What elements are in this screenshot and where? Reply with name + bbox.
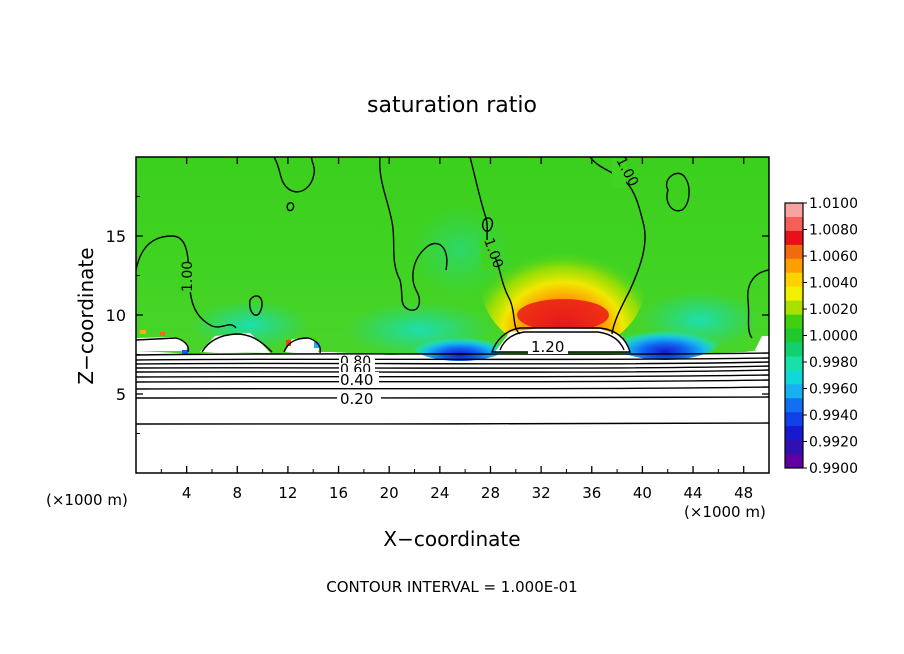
contour-label: 1.20 xyxy=(531,338,564,356)
contour-0-40 xyxy=(136,379,769,383)
x-tick-label: 8 xyxy=(233,484,243,502)
y-axis-ticks: 5 10 15 xyxy=(106,196,769,434)
colorbar-label: 1.0080 xyxy=(809,223,858,239)
contour-1-20-cloud-inner xyxy=(499,331,625,351)
contour-0-60 xyxy=(136,369,769,373)
colorbar-label: 0.9900 xyxy=(809,461,858,477)
colorbar-label: 1.0040 xyxy=(809,276,858,292)
colorbar-swatch xyxy=(785,370,803,385)
contour-base-2 xyxy=(136,357,769,361)
contour-1-00-scrap-2 xyxy=(286,201,295,212)
chart-title: saturation ratio xyxy=(367,93,537,118)
cloud-cap-edge xyxy=(755,336,769,352)
warm-spot-3 xyxy=(286,340,291,346)
contour-interval-note: CONTOUR INTERVAL = 1.000E-01 xyxy=(326,578,577,596)
x-tick-label: 16 xyxy=(329,484,348,502)
x-tick-label: 48 xyxy=(734,484,753,502)
x-tick-label: 20 xyxy=(380,484,399,502)
colorbar-swatch xyxy=(785,272,803,288)
x-tick-label: 36 xyxy=(582,484,601,502)
colorbar-swatch xyxy=(785,314,803,330)
y-tick-label: 5 xyxy=(116,385,126,404)
x-tick-label: 12 xyxy=(278,484,297,502)
contour-lines xyxy=(136,157,769,425)
contour-1-00-far-right xyxy=(747,269,769,339)
cloud-cap-left-1 xyxy=(136,337,188,351)
contour-1-20-cloud xyxy=(491,327,631,353)
x-tick-label: 28 xyxy=(481,484,500,502)
contour-0-80 xyxy=(136,361,769,365)
cold-spot-1 xyxy=(182,350,188,354)
colorbar-swatch xyxy=(785,398,803,413)
x-tick-label: 4 xyxy=(182,484,192,502)
contour-0-10 xyxy=(136,422,769,425)
colorbar-label: 0.9940 xyxy=(809,408,858,424)
blue-patch-left xyxy=(412,329,508,361)
x-axis-label: X−coordinate xyxy=(383,527,520,551)
warm-spot-1 xyxy=(140,330,146,334)
colorbar-swatch xyxy=(785,300,803,316)
contour-label: 1.00 xyxy=(180,261,196,292)
heatmap-field xyxy=(136,157,769,473)
colorbar-label: 0.9980 xyxy=(809,355,858,371)
colorbar: 1.0100 1.0080 1.0060 1.0040 1.0020 1.0000 0.99… xyxy=(784,196,858,477)
contour-1-00-top-left xyxy=(273,157,316,193)
contour-1-00-top-right xyxy=(665,172,690,212)
x-tick-label: 24 xyxy=(430,484,449,502)
contour-1-00-upper xyxy=(379,157,448,311)
contour-1-00-scrap-3 xyxy=(481,217,494,232)
contour-cloud-left-2 xyxy=(201,333,273,353)
colorbar-swatch xyxy=(785,356,803,371)
x-tick-label: 40 xyxy=(633,484,652,502)
colorbar-swatch xyxy=(785,230,803,246)
colorbar-label: 1.0000 xyxy=(809,329,858,345)
contour-0-70 xyxy=(136,365,769,369)
x-tick-label: 32 xyxy=(532,484,551,502)
contour-1-00-scrap-1 xyxy=(248,295,263,316)
colorbar-swatch xyxy=(785,244,803,260)
warm-spot-2 xyxy=(160,332,165,336)
colorbar-swatch xyxy=(785,203,803,218)
x-unit-label: (×1000 m) xyxy=(684,503,766,521)
y-axis-label: Z−coordinate xyxy=(74,247,98,384)
colorbar-swatch xyxy=(785,328,803,343)
plume-core xyxy=(517,299,609,331)
colorbar-label: 0.9960 xyxy=(809,382,858,398)
colorbar-label: 1.0060 xyxy=(809,249,858,265)
colorbar-swatch xyxy=(785,454,803,469)
y-tick-label: 15 xyxy=(106,227,126,246)
colorbar-swatch xyxy=(785,216,803,232)
contour-0-50 xyxy=(136,374,769,378)
colorbar-swatch xyxy=(785,342,803,357)
cold-spot-2 xyxy=(314,342,320,348)
contour-0-30 xyxy=(136,386,769,390)
y-tick-label: 10 xyxy=(106,306,126,325)
colorbar-swatch xyxy=(785,258,803,274)
blue-patch-right xyxy=(610,320,720,360)
x-axis-ticks: 4 8 12 16 20 24 28 32 36 40 44 48 xyxy=(160,157,753,502)
colorbar-label: 1.0100 xyxy=(809,196,858,212)
colorbar-swatch xyxy=(785,412,803,427)
contour-cloud-left-3 xyxy=(283,337,322,354)
colorbar-label: 0.9920 xyxy=(809,435,858,451)
colorbar-label: 1.0020 xyxy=(809,302,858,318)
colorbar-swatch xyxy=(785,440,803,455)
colorbar-swatch xyxy=(785,286,803,302)
contour-label: 0.40 xyxy=(340,371,373,389)
contour-cloud-left-1 xyxy=(136,337,190,353)
colorbar-swatch xyxy=(785,384,803,399)
contour-base-1 xyxy=(136,352,769,356)
contour-label: 0.20 xyxy=(340,390,373,408)
x-tick-label: 44 xyxy=(683,484,702,502)
contour-0-20 xyxy=(136,396,769,399)
y-unit-label: (×1000 m) xyxy=(46,491,128,509)
colorbar-swatch xyxy=(785,426,803,441)
